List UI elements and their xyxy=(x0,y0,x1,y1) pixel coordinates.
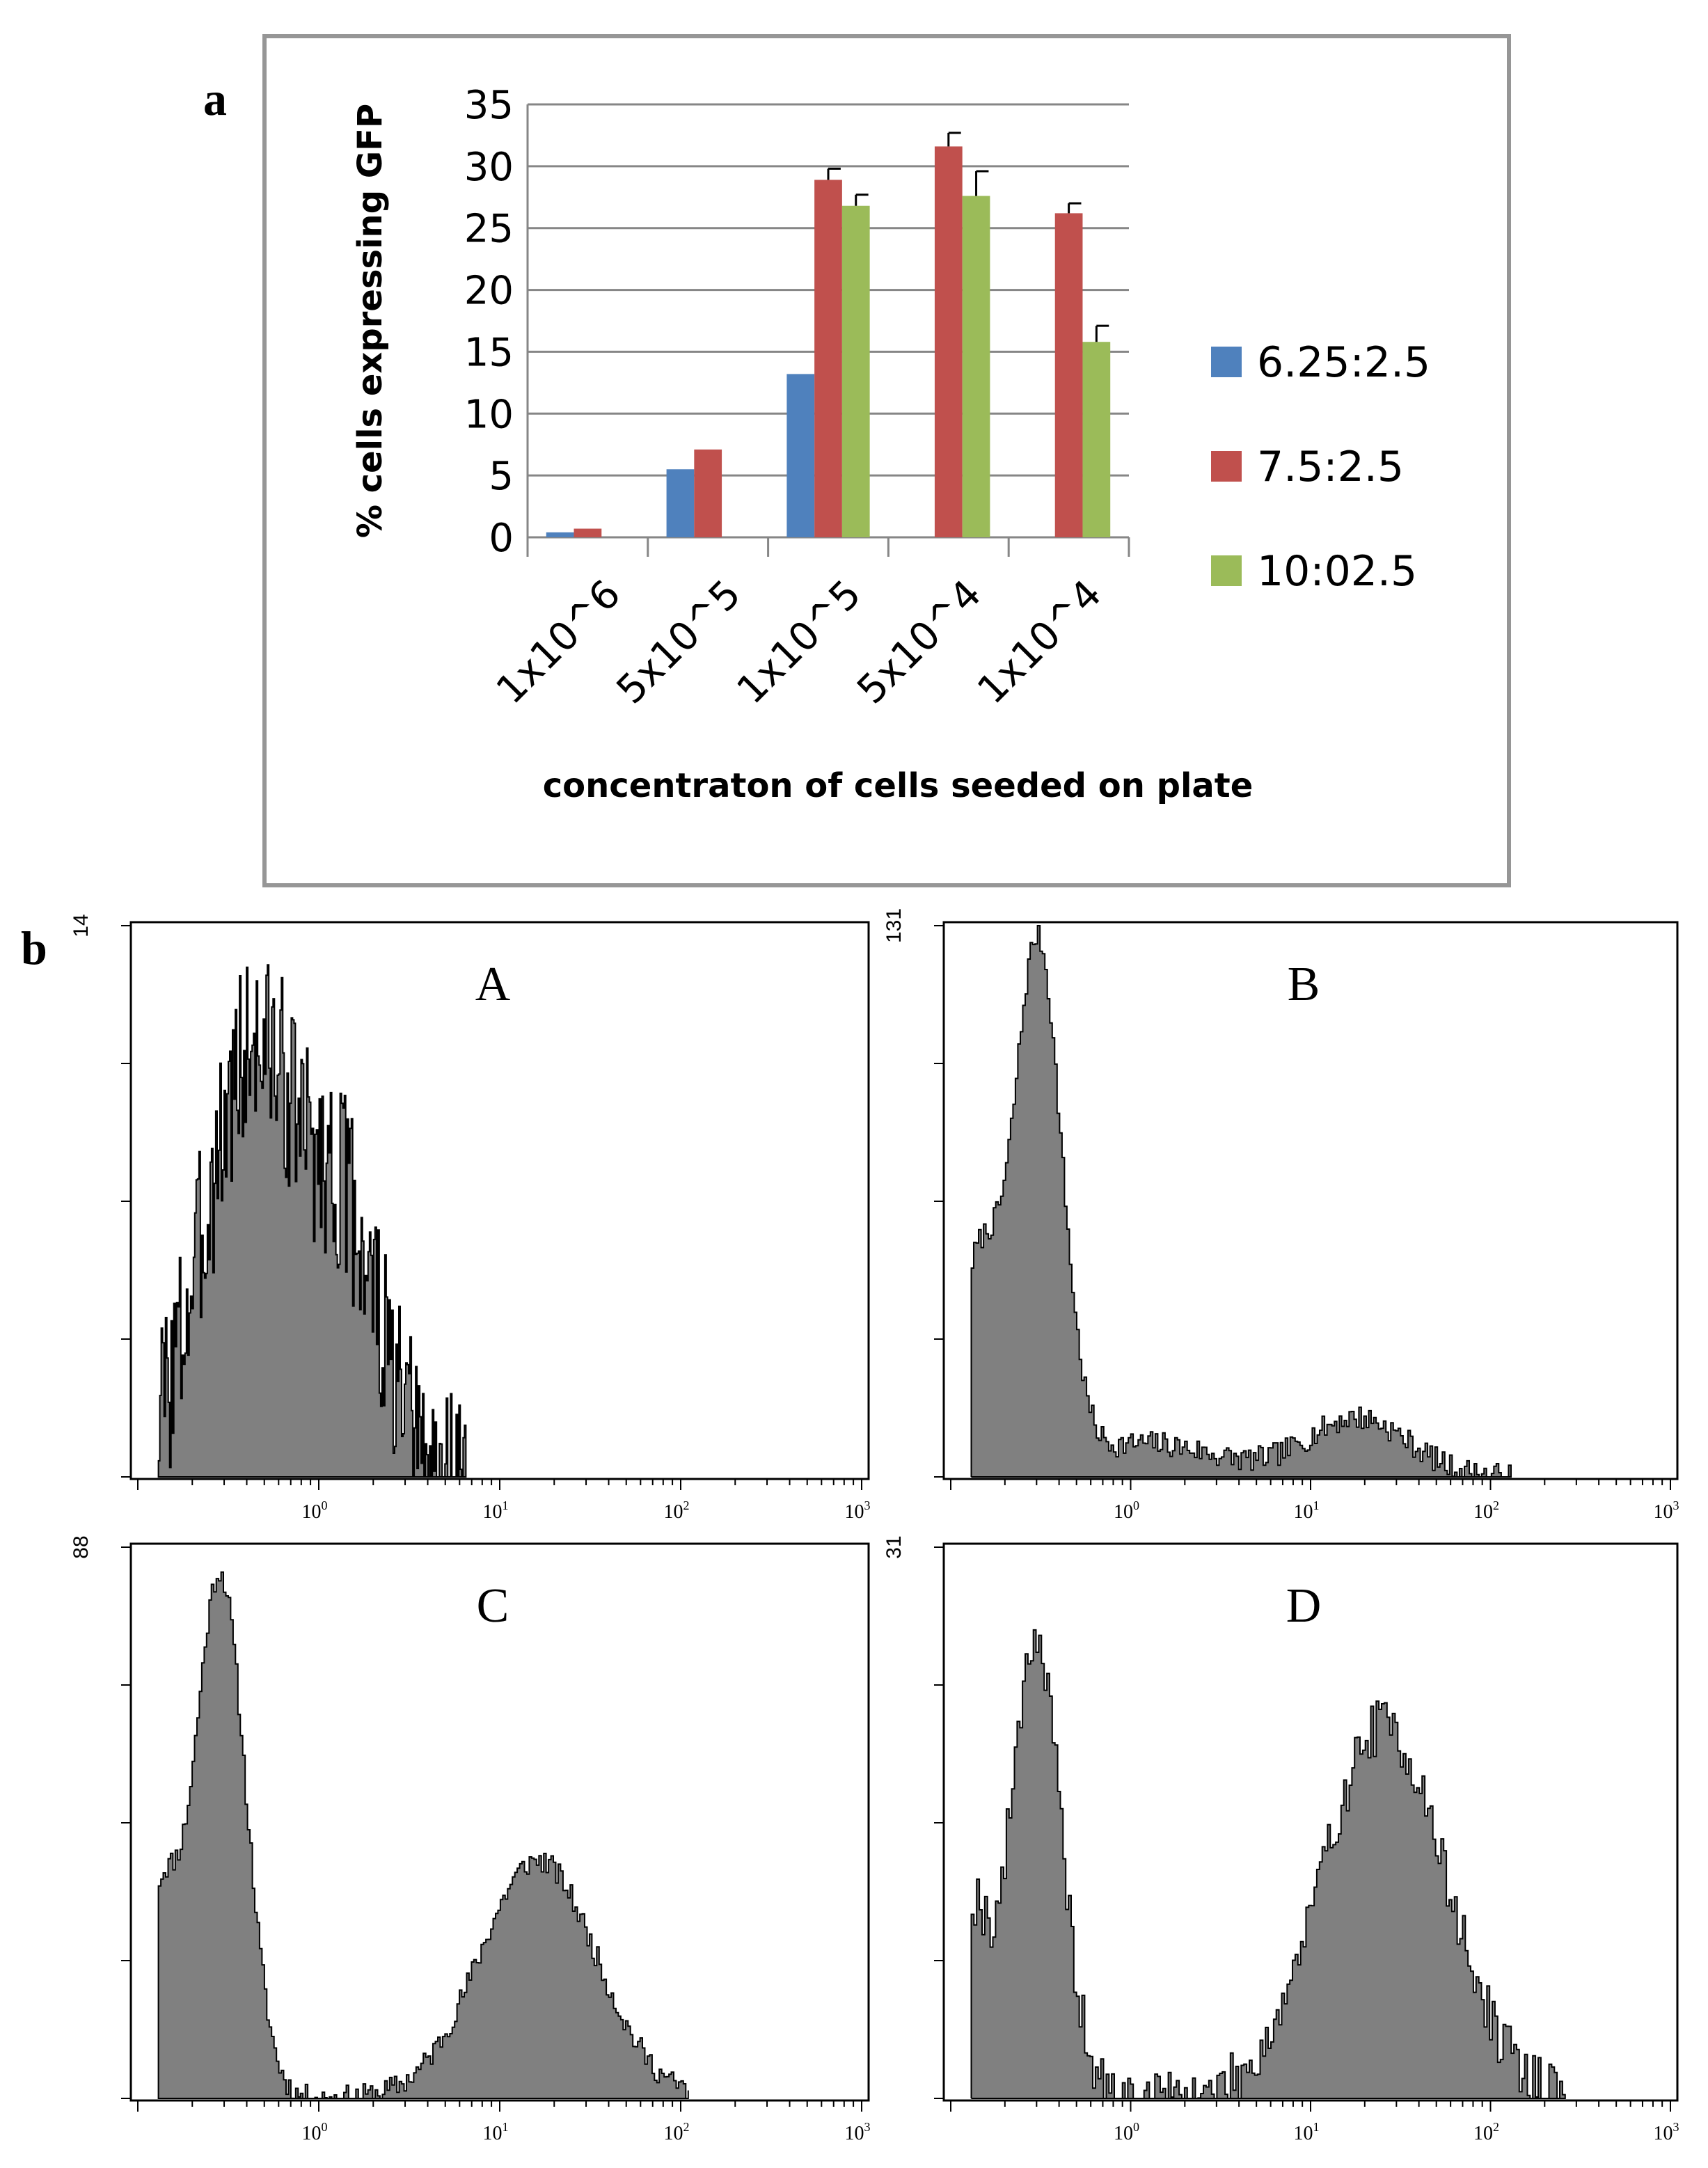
legend-swatch-6-25-2-5 xyxy=(1211,347,1242,377)
x-tick-label-10e0: 100 xyxy=(302,1498,328,1523)
y-tick-label-25: 25 xyxy=(464,207,514,252)
bar-6-25-2-5-5x10-5 xyxy=(666,469,695,537)
x-tick-label-10e0: 100 xyxy=(1114,2120,1139,2144)
bar-chart-frame xyxy=(262,34,1511,887)
legend-label-7-5-2-5: 7.5:2.5 xyxy=(1257,443,1404,491)
histogram-a: A 100 101 102 103 14 xyxy=(70,914,871,1523)
x-tick-label-10e2: 102 xyxy=(664,1498,690,1523)
bar-7-5-2-5-1x10-4 xyxy=(1054,213,1083,537)
bar-10-02-5-1x10-5 xyxy=(841,205,870,537)
bar-6-25-2-5-1x10-6 xyxy=(546,532,574,537)
bar-7-5-2-5-5x10-4 xyxy=(934,146,963,537)
bar-7-5-2-5-5x10-5 xyxy=(694,449,722,537)
histogram-area xyxy=(970,925,1512,1478)
panel-b-label: b xyxy=(21,921,47,974)
x-tick-label-10e2: 102 xyxy=(664,2120,690,2144)
x-tick-label-10e3: 103 xyxy=(845,2120,871,2144)
bar-7-5-2-5-1x10-5 xyxy=(814,180,842,537)
histogram-c: C 100 101 102 103 88 xyxy=(70,1535,871,2144)
y-tick-label-0: 0 xyxy=(489,516,514,561)
y-max-label: 14 xyxy=(70,914,93,937)
panel-a-label: a xyxy=(203,72,227,125)
x-tick-label-10e3: 103 xyxy=(1654,2120,1679,2144)
x-tick-label-10e1: 101 xyxy=(483,2120,509,2144)
x-tick-label-10e3: 103 xyxy=(1654,1498,1679,1523)
legend-label-6-25-2-5: 6.25:2.5 xyxy=(1257,338,1430,387)
x-tick-label-10e2: 102 xyxy=(1473,1498,1499,1523)
x-tick-label-10e2: 102 xyxy=(1473,2120,1499,2144)
x-tick-label-10e1: 101 xyxy=(1294,2120,1320,2144)
y-max-label: 31 xyxy=(883,1535,906,1558)
y-tick-label-35: 35 xyxy=(464,83,514,128)
y-tick-label-15: 15 xyxy=(464,330,514,375)
histogram-d: D 100 101 102 103 31 xyxy=(883,1535,1679,2144)
histogram-title: B xyxy=(1288,958,1320,1011)
x-tick-label-10e1: 101 xyxy=(483,1498,509,1523)
histogram-area xyxy=(970,1629,1566,2099)
y-tick-label-20: 20 xyxy=(464,269,514,314)
legend-swatch-10-02-5 xyxy=(1211,555,1242,586)
histogram-title: D xyxy=(1286,1579,1322,1633)
x-tick-label-10e1: 101 xyxy=(1294,1498,1320,1523)
y-tick-label-5: 5 xyxy=(489,454,514,499)
y-tick-label-10: 10 xyxy=(464,392,514,437)
x-tick-label-10e0: 100 xyxy=(302,2120,328,2144)
histogram-b: B 100 101 102 103 131 xyxy=(883,908,1679,1523)
bar-7-5-2-5-1x10-6 xyxy=(574,528,602,537)
legend-label-10-02-5: 10:02.5 xyxy=(1257,547,1417,596)
x-tick-label-10e3: 103 xyxy=(845,1498,871,1523)
y-max-label: 131 xyxy=(883,908,906,943)
y-max-label: 88 xyxy=(70,1535,93,1558)
bar-6-25-2-5-1x10-5 xyxy=(786,374,815,537)
legend-swatch-7-5-2-5 xyxy=(1211,451,1242,482)
y-tick-label-30: 30 xyxy=(464,145,514,190)
histogram-area xyxy=(157,1571,689,2099)
bar-10-02-5-1x10-4 xyxy=(1082,342,1111,537)
histogram-title: C xyxy=(477,1579,509,1633)
x-axis-title: concentraton of cells seeded on plate xyxy=(543,766,1254,805)
bar-10-02-5-5x10-4 xyxy=(962,196,990,537)
x-tick-label-10e0: 100 xyxy=(1114,1498,1139,1523)
histogram-title: A xyxy=(475,958,511,1011)
y-axis-title: % cells expressing GFP xyxy=(351,104,390,538)
histogram-area xyxy=(157,964,467,1478)
